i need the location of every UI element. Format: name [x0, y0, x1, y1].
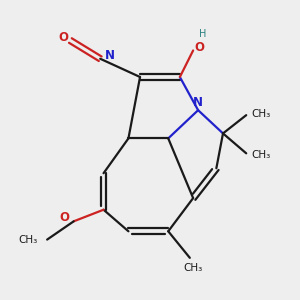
Text: H: H	[199, 29, 206, 39]
Text: CH₃: CH₃	[18, 235, 37, 244]
Text: N: N	[192, 96, 203, 110]
Text: O: O	[58, 32, 68, 44]
Text: CH₃: CH₃	[251, 109, 270, 118]
Text: CH₃: CH₃	[251, 150, 270, 160]
Text: CH₃: CH₃	[184, 263, 203, 273]
Text: N: N	[104, 49, 115, 62]
Text: O: O	[195, 41, 205, 54]
Text: O: O	[59, 211, 69, 224]
